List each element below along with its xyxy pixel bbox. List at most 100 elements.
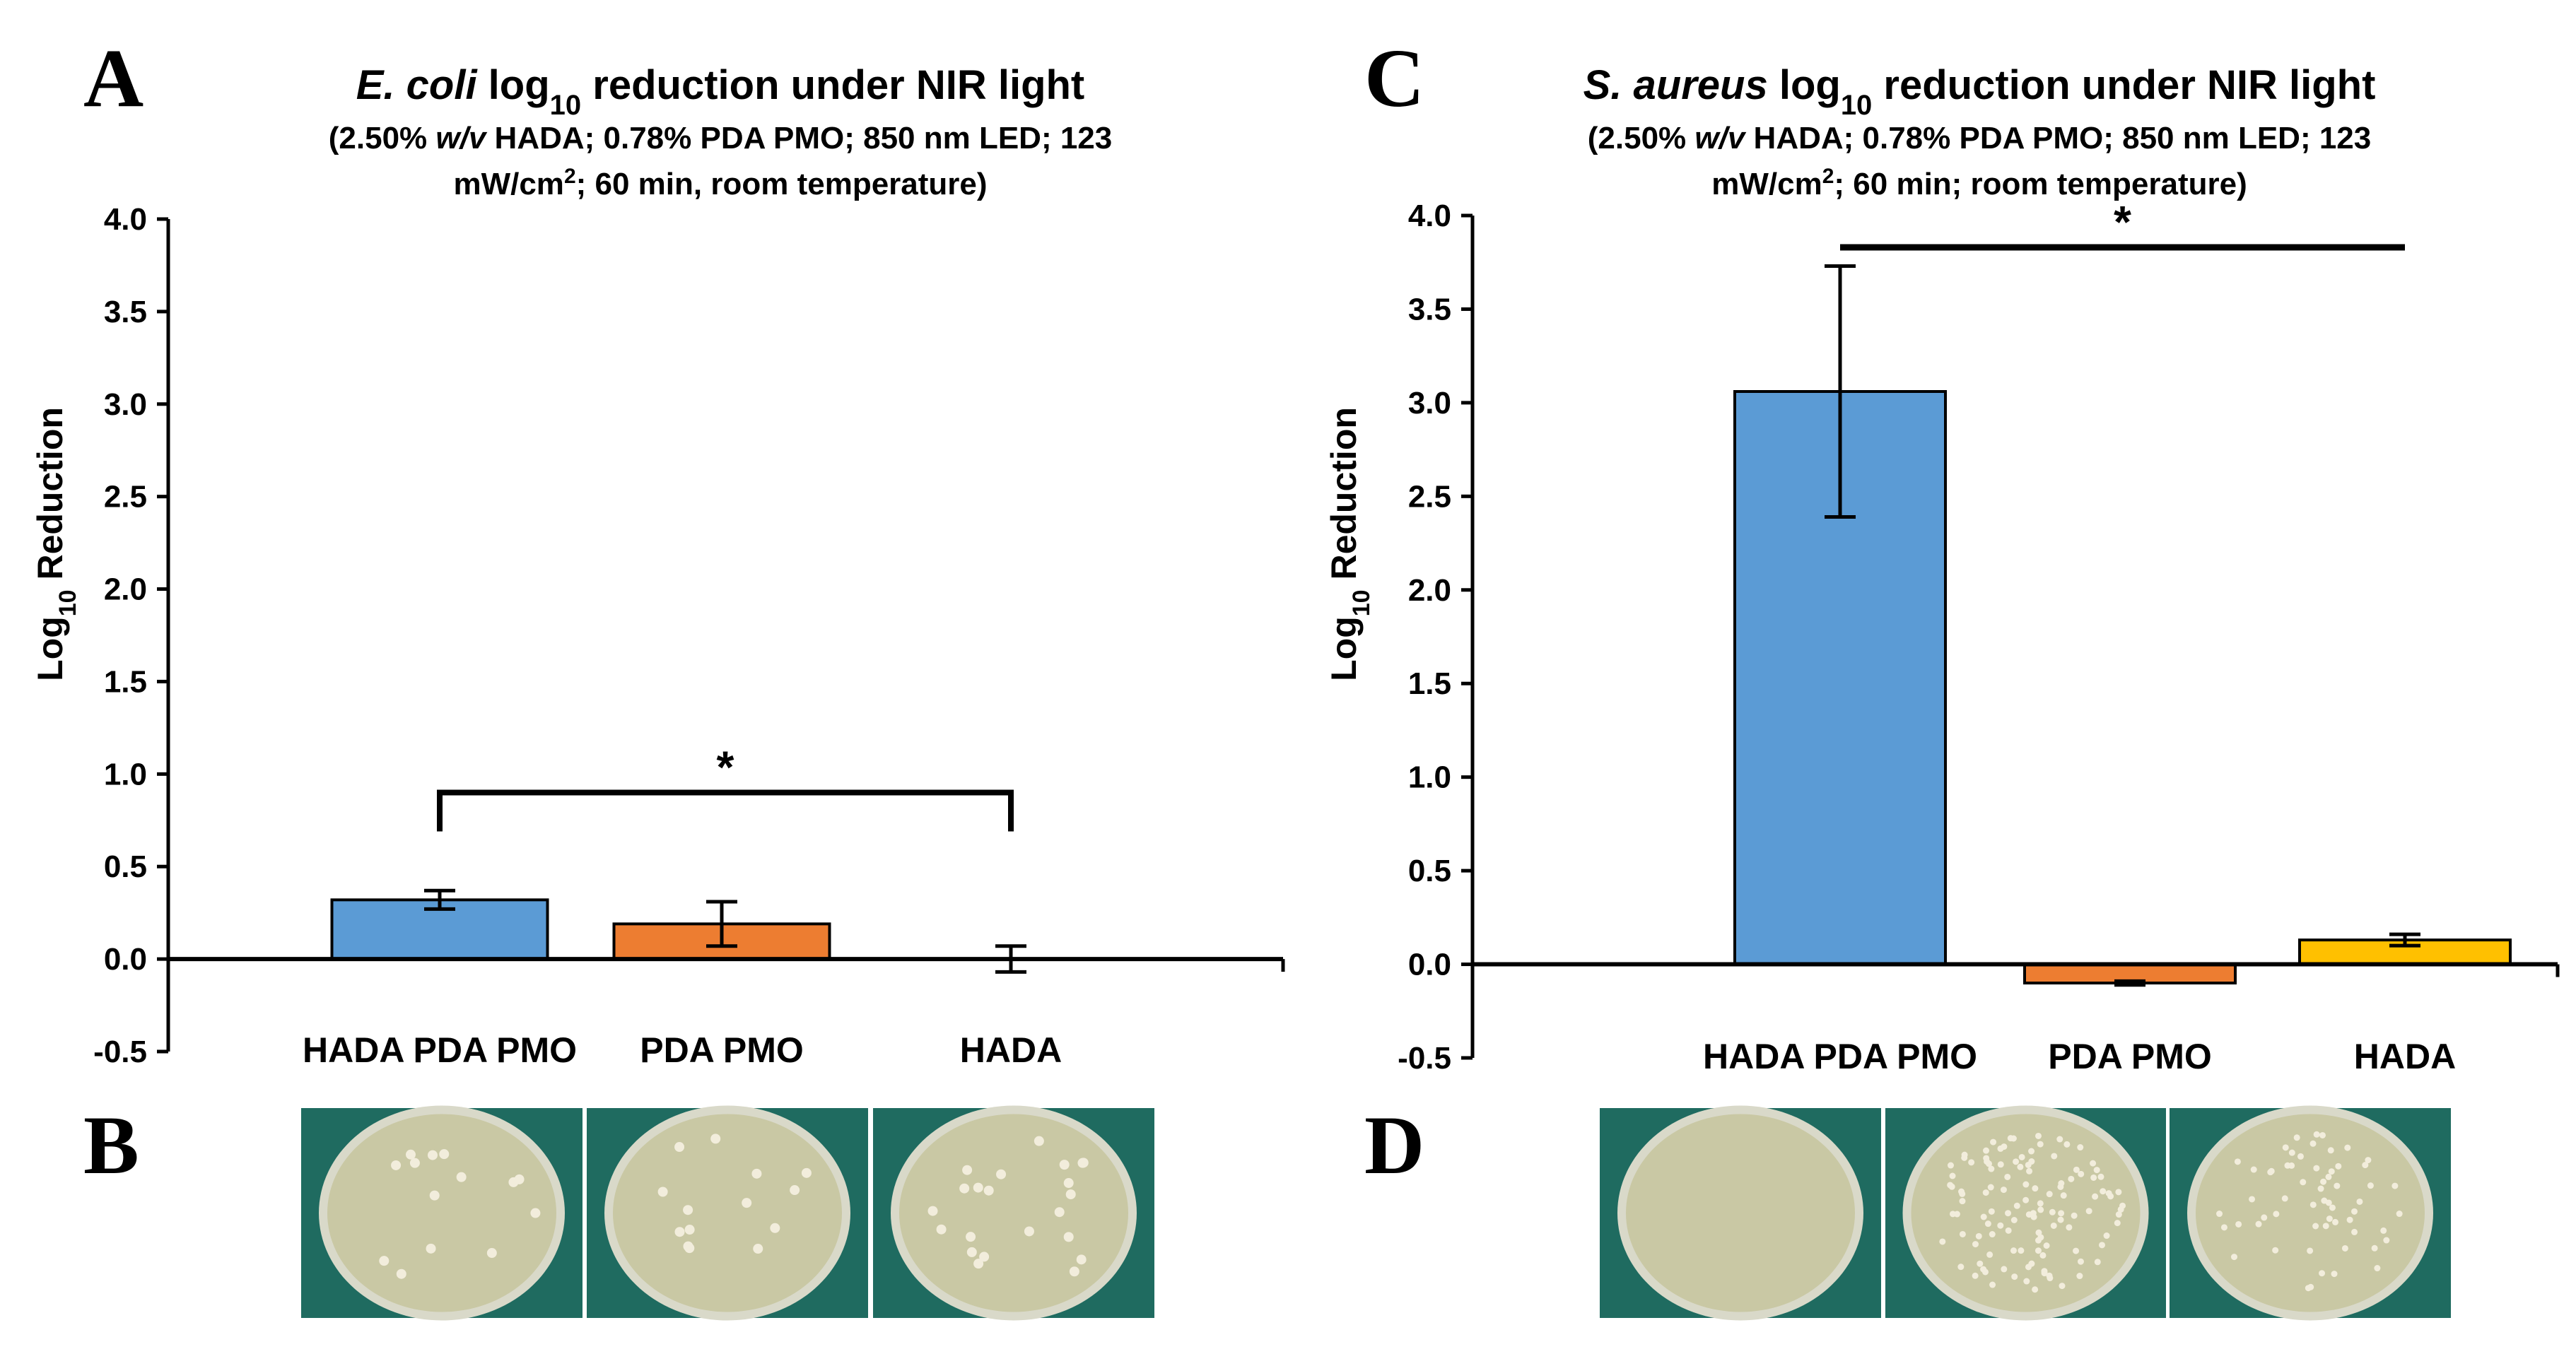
colony bbox=[2328, 1168, 2335, 1175]
colony bbox=[2396, 1211, 2403, 1218]
colony bbox=[2371, 1244, 2378, 1252]
colony bbox=[2022, 1196, 2030, 1203]
colony bbox=[2077, 1258, 2084, 1265]
colony bbox=[1990, 1138, 1997, 1146]
colony bbox=[2035, 1132, 2042, 1139]
colony bbox=[2374, 1265, 2381, 1272]
colony bbox=[429, 1190, 440, 1201]
panel-a-chart: A E. coli log10 reduction under NIR ligh… bbox=[30, 32, 1285, 1070]
colony bbox=[2391, 1182, 2399, 1189]
colony bbox=[790, 1185, 800, 1196]
colony bbox=[2220, 1224, 2227, 1231]
colony bbox=[2115, 1189, 2122, 1196]
category-labels: HADA PDA PMO PDA PMO HADA bbox=[1703, 1037, 2456, 1076]
agar-surface bbox=[1626, 1114, 1855, 1312]
colony bbox=[2094, 1259, 2101, 1266]
colony bbox=[2288, 1162, 2295, 1169]
colony bbox=[2313, 1131, 2320, 1138]
title-subscript: 10 bbox=[1841, 90, 1873, 121]
colony bbox=[2011, 1273, 2018, 1281]
colony bbox=[2105, 1190, 2112, 1197]
y-tick-label: 0.0 bbox=[104, 942, 147, 977]
colony bbox=[2230, 1254, 2237, 1261]
y-axis-label: Log10 Reduction bbox=[1324, 407, 1375, 681]
colony bbox=[2097, 1173, 2104, 1180]
colony bbox=[2367, 1182, 2374, 1189]
colony bbox=[1076, 1254, 1087, 1265]
colony bbox=[2272, 1247, 2279, 1254]
title-subscript: 10 bbox=[550, 90, 582, 121]
colony bbox=[2000, 1187, 2007, 1194]
colony bbox=[2018, 1153, 2025, 1160]
colony bbox=[2026, 1167, 2033, 1175]
colony bbox=[2056, 1136, 2063, 1143]
panel-c-chart: C S. aureus log10 reduction under NIR li… bbox=[1324, 32, 2560, 1076]
colony bbox=[1959, 1198, 1966, 1205]
colony bbox=[1977, 1260, 1984, 1267]
colony bbox=[684, 1225, 695, 1235]
colony bbox=[1063, 1178, 1074, 1189]
colony bbox=[456, 1172, 467, 1182]
title-log: log bbox=[477, 62, 550, 108]
category-label: PDA PMO bbox=[2048, 1037, 2212, 1076]
colony bbox=[379, 1256, 390, 1266]
chart-subtitle-line2: mW/cm2; 60 min; room temperature) bbox=[1711, 165, 2247, 202]
colony bbox=[2115, 1211, 2122, 1218]
colony bbox=[2234, 1158, 2241, 1165]
category-labels: HADA PDA PMO PDA PMO HADA bbox=[303, 1030, 1062, 1070]
panel-letter-a: A bbox=[83, 32, 144, 124]
colony bbox=[2093, 1167, 2100, 1174]
colony bbox=[2090, 1174, 2097, 1181]
ecoli-hada-plate bbox=[873, 1105, 1154, 1321]
colony bbox=[2282, 1144, 2289, 1151]
y-tick-label: 1.0 bbox=[104, 757, 147, 791]
title-tail: reduction under NIR light bbox=[1872, 62, 2375, 108]
y-tick-label: 0.0 bbox=[1408, 948, 1451, 982]
colony bbox=[1988, 1165, 1995, 1172]
colony bbox=[2076, 1273, 2083, 1280]
colony bbox=[2005, 1210, 2012, 1217]
colony bbox=[936, 1224, 947, 1235]
panel-b-plate-photos bbox=[301, 1105, 1154, 1321]
colony bbox=[2035, 1247, 2042, 1254]
colony bbox=[2078, 1170, 2085, 1177]
colony bbox=[2013, 1202, 2020, 1209]
colony bbox=[2321, 1197, 2328, 1204]
colony bbox=[2010, 1135, 2017, 1142]
y-tick-label: 2.0 bbox=[1408, 573, 1451, 608]
colony bbox=[2335, 1162, 2342, 1170]
colony bbox=[1972, 1241, 1979, 1248]
colony bbox=[684, 1243, 695, 1254]
colony bbox=[2049, 1208, 2056, 1215]
colony bbox=[1961, 1154, 1968, 1161]
y-tick-label: 1.5 bbox=[1408, 666, 1451, 701]
colony bbox=[2250, 1166, 2257, 1173]
y-ticks: -0.5 0.0 0.5 1.0 1.5 2.0 2.5 3.0 3.5 4.0 bbox=[93, 202, 168, 1069]
agar-surface bbox=[899, 1114, 1128, 1312]
panel-letter-d: D bbox=[1364, 1099, 1424, 1191]
colony bbox=[1949, 1172, 1956, 1179]
error-bars bbox=[424, 888, 1026, 974]
colony bbox=[674, 1142, 685, 1153]
colony bbox=[2025, 1264, 2032, 1271]
colony bbox=[2004, 1173, 2011, 1180]
colony bbox=[2309, 1140, 2317, 1147]
colony bbox=[530, 1208, 541, 1218]
colony bbox=[2273, 1211, 2280, 1218]
colony bbox=[409, 1158, 420, 1168]
colony bbox=[2051, 1153, 2058, 1160]
colony bbox=[1078, 1158, 1089, 1168]
colony bbox=[2322, 1223, 2329, 1230]
colony bbox=[751, 1168, 762, 1179]
colony bbox=[2267, 1169, 2274, 1176]
colony bbox=[2090, 1160, 2097, 1167]
colony bbox=[753, 1244, 763, 1254]
colony bbox=[1972, 1272, 1979, 1279]
colony bbox=[1968, 1159, 1975, 1166]
colony bbox=[2326, 1215, 2333, 1223]
colony bbox=[1983, 1147, 1990, 1154]
colony bbox=[2281, 1195, 2288, 1202]
colony bbox=[2041, 1270, 2048, 1277]
colony bbox=[674, 1227, 685, 1237]
colony bbox=[2043, 1242, 2050, 1249]
